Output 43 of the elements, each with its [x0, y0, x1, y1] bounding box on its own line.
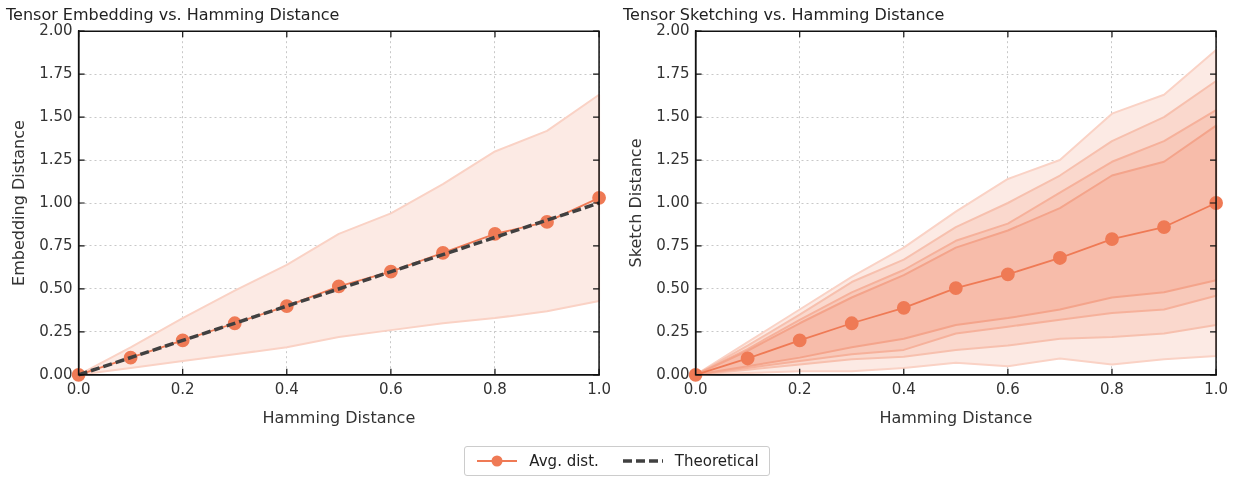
y-tick-label: 1.00	[39, 192, 73, 211]
point	[1053, 251, 1067, 265]
x-tick-label: 0.2	[787, 379, 812, 398]
chart-title: Tensor Sketching vs. Hamming Distance	[622, 4, 945, 24]
y-tick-label: 1.50	[656, 106, 690, 125]
point	[740, 351, 755, 366]
y-tick-label: 1.75	[656, 64, 690, 83]
x-tick-label: 0.4	[274, 379, 299, 398]
x-tick-label: 0.8	[483, 379, 507, 398]
x-tick-label: 1.0	[1204, 379, 1228, 398]
y-tick-label: 1.25	[39, 149, 73, 168]
y-tick-label: 1.50	[39, 106, 73, 125]
x-tick-label: 1.0	[587, 379, 611, 398]
point	[1157, 220, 1171, 234]
y-tick-label: 0.50	[39, 278, 73, 297]
x-tick-label: 0.2	[170, 379, 195, 398]
y-tick-label: 0.50	[656, 278, 690, 297]
y-tick-label: 1.00	[656, 192, 690, 211]
y-tick-label: 1.25	[656, 149, 690, 168]
x-tick-label: 0.4	[891, 379, 916, 398]
x-tick-label: 0.8	[1100, 379, 1124, 398]
y-tick-label: 0.25	[656, 321, 690, 340]
x-tick-label: 0.6	[378, 379, 403, 398]
point	[792, 333, 807, 348]
point	[1105, 232, 1119, 246]
y-axis-title: Sketch Distance	[625, 138, 645, 268]
y-tick-label: 2.00	[39, 21, 73, 40]
y-axis-title: Embedding Distance	[8, 120, 28, 286]
x-axis-title: Hamming Distance	[262, 407, 416, 427]
y-tick-label: 0.75	[656, 235, 690, 254]
y-tick-label: 2.00	[656, 21, 690, 40]
chart-title: Tensor Embedding vs. Hamming Distance	[5, 4, 340, 24]
legend-label: Avg. dist.	[529, 452, 599, 470]
point	[844, 316, 859, 331]
y-tick-label: 0.75	[39, 235, 73, 254]
point	[948, 281, 963, 295]
y-tick-label: 1.75	[39, 64, 73, 83]
y-tick-label: 0.25	[39, 321, 73, 340]
point	[1000, 267, 1015, 282]
point	[896, 300, 911, 315]
legend-label: Theoretical	[674, 452, 759, 470]
x-tick-label: 0.6	[995, 379, 1020, 398]
x-axis-title: Hamming Distance	[879, 407, 1033, 427]
